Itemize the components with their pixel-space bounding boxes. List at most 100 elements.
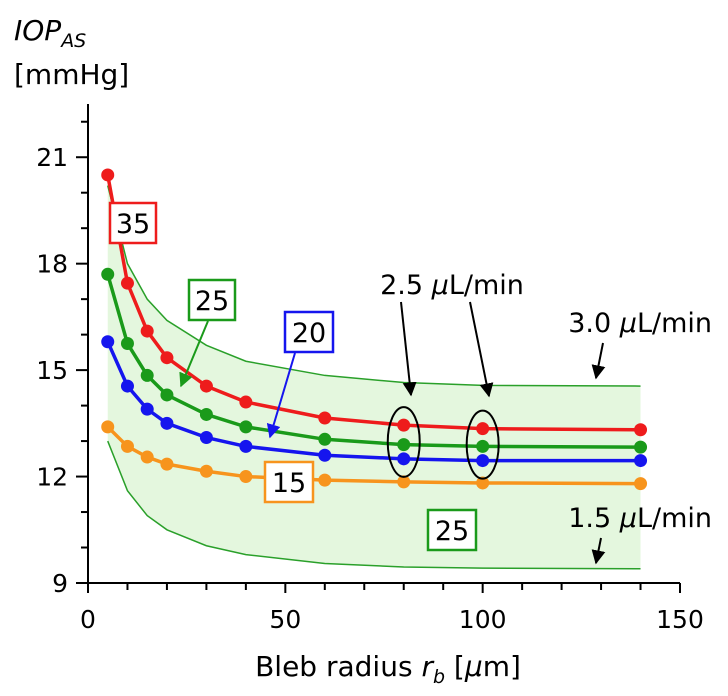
annotation-flow-3-0: 3.0 μL/min <box>568 308 712 339</box>
data-point <box>199 379 213 393</box>
series-20-1515ee <box>101 335 648 468</box>
series-35-ee1c1c <box>101 168 648 437</box>
x-axis-title-mu: μ <box>464 650 483 683</box>
x-axis-title-unit: [ <box>445 650 465 683</box>
label-box-25-upper-frame <box>187 278 237 322</box>
ellipse-markers <box>386 406 500 480</box>
label-box-20-text: 20 <box>292 318 326 349</box>
label-box-35: 35 <box>108 201 158 245</box>
data-point <box>140 368 154 382</box>
data-point <box>318 448 332 462</box>
data-point <box>318 432 332 446</box>
series <box>101 168 648 491</box>
axes <box>87 104 680 584</box>
x-axis-title-sub: b <box>433 666 445 688</box>
annotation-flow-2-5: 2.5 μL/min <box>380 270 524 301</box>
arrow-label-20 <box>266 352 296 439</box>
x-axis-title-unit-end: m] <box>483 650 521 683</box>
series-line <box>106 273 641 449</box>
data-point <box>140 402 154 416</box>
x-axis-title: Bleb radius rb [μm] <box>255 650 521 688</box>
x-axis-title-prefix: Bleb radius <box>255 650 421 683</box>
annotation-flow-2-5-value: 2.5 <box>380 270 432 301</box>
series-25-1a9a1a <box>101 267 648 454</box>
ellipse-marker <box>386 406 421 478</box>
data-point <box>140 324 154 338</box>
data-point <box>634 454 648 468</box>
label-box-35-text: 35 <box>116 209 150 240</box>
data-point <box>101 267 115 281</box>
label-box-15-text: 15 <box>272 468 306 499</box>
data-point <box>239 470 253 484</box>
data-point <box>318 411 332 425</box>
data-point <box>140 450 154 464</box>
series-line <box>106 174 641 432</box>
arrow-label-25 <box>179 320 209 388</box>
flow-range-band <box>107 185 641 570</box>
series-line <box>106 425 641 486</box>
y-tick-label: 15 <box>36 356 68 385</box>
annotation-flow-2-5-unit: L/min <box>449 270 524 301</box>
arrow-flow-1-5 <box>591 537 606 565</box>
data-point <box>634 477 648 491</box>
ellipse-marker <box>465 409 500 480</box>
label-box-25-lower: 25 <box>426 508 478 552</box>
band-fill <box>107 185 641 569</box>
data-point <box>160 388 174 402</box>
y-tick-label: 12 <box>36 463 68 492</box>
data-point <box>397 418 411 432</box>
arrow-flow-2-5-right <box>469 301 494 398</box>
ticks: 0 50 100 150 9 12 15 18 21 <box>36 120 704 634</box>
data-point <box>160 457 174 471</box>
label-box-25-upper: 25 <box>187 278 237 322</box>
data-point <box>199 407 213 421</box>
y-tick-label: 9 <box>52 569 68 598</box>
label-box-25-lower-frame <box>426 508 478 552</box>
label-box-25-lower-text: 25 <box>435 516 469 547</box>
y-tick-label: 21 <box>36 143 68 172</box>
data-point <box>120 439 134 453</box>
data-point <box>239 395 253 409</box>
data-point <box>318 473 332 487</box>
data-point <box>160 416 174 430</box>
annotation-flow-3-0-mu: μ <box>619 308 637 339</box>
y-tick-label: 18 <box>36 250 68 279</box>
data-point <box>397 475 411 489</box>
data-point <box>476 476 490 490</box>
y-axis-title-sub: AS <box>59 30 86 52</box>
y-axis-title: IOPAS <box>14 14 86 52</box>
data-point <box>120 379 134 393</box>
annotation-flow-3-0-value: 3.0 <box>568 308 620 339</box>
data-point <box>160 351 174 365</box>
data-point <box>634 440 648 454</box>
y-axis-title-main: IOP <box>14 14 61 47</box>
data-point <box>397 438 411 452</box>
band-lower-edge <box>107 440 641 570</box>
data-point <box>120 337 134 350</box>
data-point <box>476 422 490 436</box>
data-point <box>239 420 253 434</box>
data-point <box>120 276 134 290</box>
label-box-35-frame <box>108 201 158 245</box>
x-tick-label: 150 <box>656 605 704 634</box>
annotation-flow-1-5: 1.5 μL/min <box>568 503 712 534</box>
label-box-20-frame <box>283 310 335 354</box>
annotation-flow-1-5-mu: μ <box>619 503 637 534</box>
annotation-flow-1-5-value: 1.5 <box>568 503 620 534</box>
data-point <box>101 420 115 434</box>
y-axis-unit: [mmHg] <box>14 58 129 91</box>
data-point <box>397 452 411 466</box>
label-box-20: 20 <box>283 310 335 354</box>
data-point <box>476 439 490 453</box>
data-point <box>634 423 648 437</box>
annotation-flow-1-5-unit: L/min <box>637 503 712 534</box>
data-point <box>101 168 115 182</box>
data-point <box>199 464 213 478</box>
arrow-flow-3-0 <box>591 342 606 380</box>
x-tick-label: 0 <box>80 605 96 634</box>
data-point <box>476 454 490 468</box>
x-axis-title-var: r <box>421 650 434 683</box>
annotation-flow-3-0-unit: L/min <box>637 308 712 339</box>
label-box-25-upper-text: 25 <box>195 286 229 317</box>
